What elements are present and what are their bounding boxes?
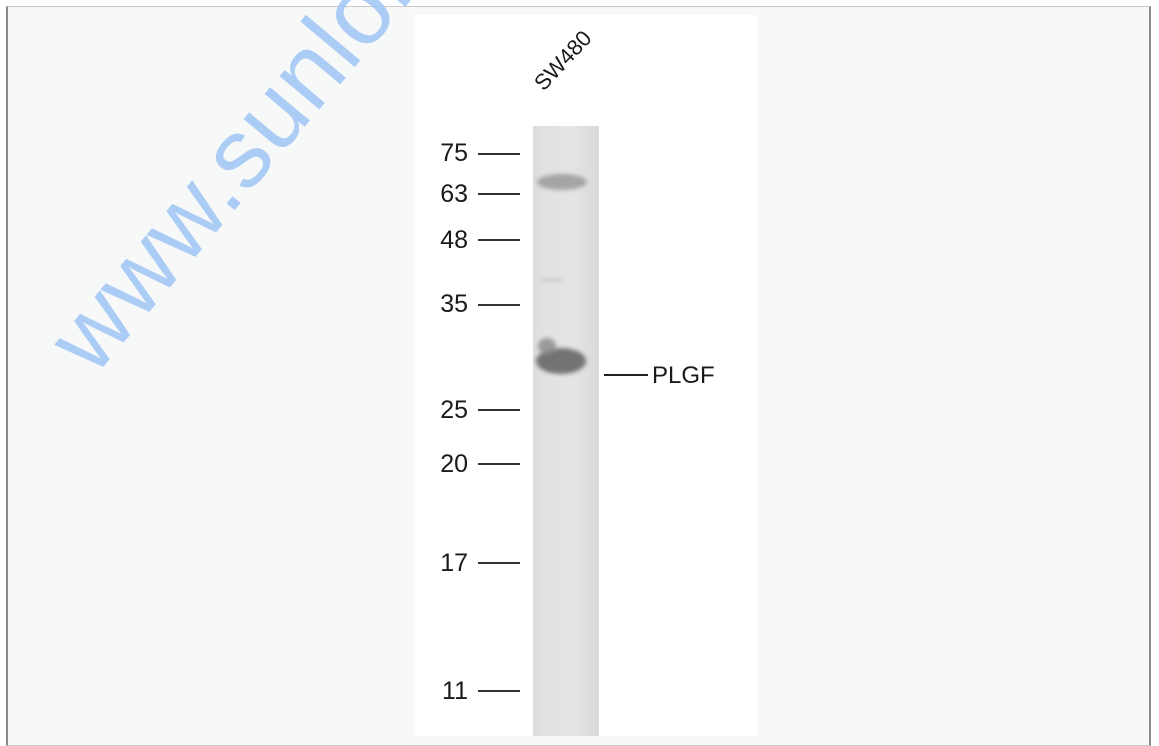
- marker-tick-35: [478, 304, 520, 306]
- target-pointer-line: [604, 374, 648, 376]
- marker-tick-75: [478, 153, 520, 155]
- marker-tick-48: [478, 239, 520, 241]
- marker-label-25: 25: [440, 396, 468, 424]
- marker-label-11: 11: [442, 677, 468, 705]
- marker-tick-20: [478, 463, 520, 465]
- band-upper: [537, 174, 587, 190]
- marker-label-75: 75: [440, 139, 468, 167]
- marker-tick-63: [478, 193, 520, 195]
- marker-label-48: 48: [440, 226, 468, 254]
- marker-tick-17: [478, 562, 520, 564]
- band-faint: [541, 278, 565, 282]
- marker-tick-25: [478, 409, 520, 411]
- band-plgf-shoulder: [538, 338, 556, 354]
- target-protein-label: PLGF: [652, 362, 715, 389]
- marker-tick-11: [478, 690, 520, 692]
- marker-label-20: 20: [440, 450, 468, 478]
- marker-label-17: 17: [440, 549, 468, 577]
- blot-lane: [533, 126, 599, 736]
- marker-label-63: 63: [440, 180, 468, 208]
- marker-label-35: 35: [440, 290, 468, 318]
